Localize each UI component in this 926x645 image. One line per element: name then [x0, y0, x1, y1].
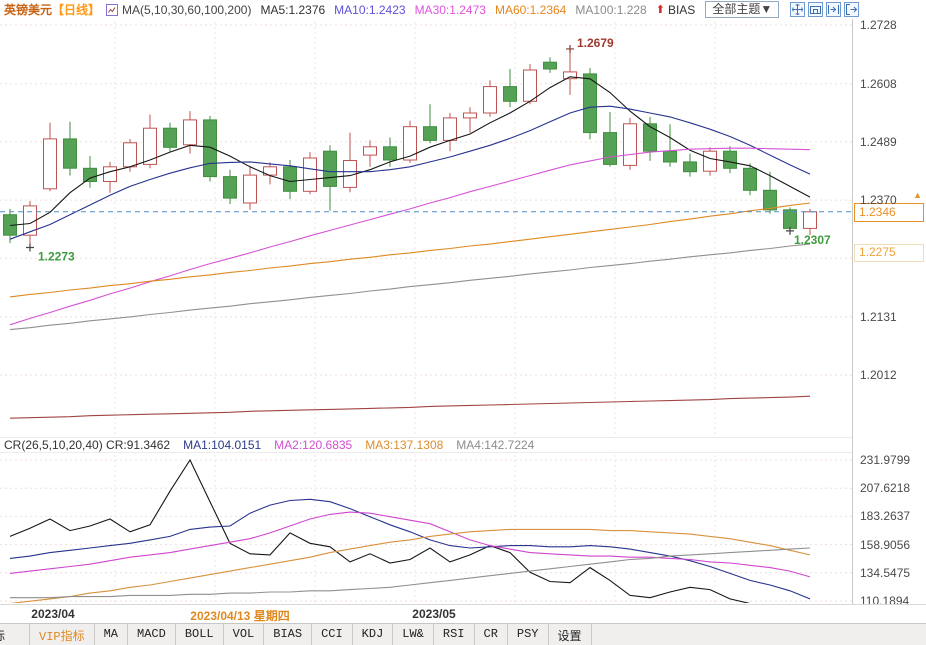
tab-cr[interactable]: CR [475, 624, 508, 645]
bias-label: BIAS [667, 2, 696, 17]
price-axis-label: 1.2131 [860, 309, 897, 324]
low-price-annotation: 1.2273 [38, 249, 75, 263]
tab-kdj[interactable]: KDJ [353, 624, 394, 645]
current-price-box: 1.2346 [854, 203, 924, 222]
scroll-up-icon[interactable]: ⬆ [655, 4, 665, 16]
cr-line-MA1 [9, 498, 811, 600]
tab-boll[interactable]: BOLL [176, 624, 224, 645]
cr-indicator-label: MA1:104.0151 [183, 438, 262, 452]
price-axis-label: 1.2728 [860, 18, 897, 32]
cr-indicator-series [9, 458, 811, 603]
price-axis-label: 1.2370 [860, 193, 897, 208]
tab-bias[interactable]: BIAS [264, 624, 313, 645]
tab-lw[interactable]: LW& [393, 624, 434, 645]
symbol-title: 英镑美元 [4, 3, 53, 17]
ma-line-MA5 [9, 76, 811, 227]
chart-toolbar [787, 2, 860, 17]
cr-line-MA2 [9, 511, 811, 578]
cr-axis-label: 207.6218 [860, 481, 911, 496]
tab-macd[interactable]: MACD [128, 624, 176, 645]
recent-low-annotation: 1.2307 [794, 233, 831, 247]
time-axis-label: 2023/04 [31, 607, 75, 621]
tab-psy[interactable]: PSY [508, 624, 549, 645]
ma-indicator-label: MA10:1.2423 [334, 2, 406, 17]
cr-line-CR [9, 458, 810, 603]
tab-[interactable]: 设置 [549, 624, 592, 645]
cr-line-MA4 [10, 547, 811, 599]
tab-ma[interactable]: MA [95, 624, 129, 645]
indicator-tab-bar: 标 VIP指标MAMACDBOLLVOLBIASCCIKDJLW&RSICRPS… [0, 623, 926, 645]
chart-type-icon [106, 3, 119, 16]
cr-indicator-header: CR(26,5,10,20,40) CR:91.3462 MA1:104.0151… [0, 437, 852, 453]
ma-line-MA100 [9, 243, 811, 331]
exit-chart-icon[interactable] [844, 2, 860, 17]
cr-line-MA3 [9, 528, 811, 603]
frame-chart-icon[interactable] [808, 2, 824, 17]
ma-indicator-label: MA30:1.2473 [414, 2, 486, 17]
period-label: 【日线】 [52, 3, 101, 17]
cr-indicator-label: MA4:142.7224 [456, 438, 535, 452]
time-axis-label: 2023/05 [412, 607, 456, 621]
cr-indicator-label: CR(26,5,10,20,40) CR:91.3462 [4, 438, 171, 452]
ma-line-MA200 [9, 395, 811, 419]
ma-indicator-label: MA100:1.228 [575, 2, 647, 17]
theme-dropdown[interactable]: 全部主题▼ [705, 1, 780, 18]
high-price-annotation: 1.2679 [577, 36, 614, 50]
time-axis: 2023/04 2023/04/13 星期四 2023/05 [0, 604, 926, 623]
price-axis[interactable]: 1.2346 ▲ 1.2275 1.2728 1.2608 1.2489 1.2370… [852, 18, 926, 608]
price-axis-label: 1.2012 [860, 368, 897, 383]
price-axis-label: 1.2608 [860, 76, 897, 91]
price-axis-label: 1.2489 [860, 134, 897, 149]
ma-line-MA30 [9, 147, 811, 326]
ma-line-MA60 [9, 202, 811, 298]
cr-axis-label: 231.9799 [860, 453, 911, 467]
cr-axis-label: 183.2637 [860, 509, 911, 524]
cr-axis-label: 134.5475 [860, 565, 911, 580]
cr-axis-label: 158.9056 [860, 537, 911, 552]
chart-header: 英镑美元 【日线】 MA(5,10,30,60,100,200) MA5:1.23… [0, 0, 926, 19]
price-up-arrow-icon: ▲ [913, 190, 922, 200]
tab-vol[interactable]: VOL [224, 624, 265, 645]
cr-indicator-label: MA2:120.6835 [274, 438, 353, 452]
scroll-right-chart-icon[interactable] [826, 2, 842, 17]
ma-indicator-label: MA5:1.2376 [260, 2, 326, 17]
tab-rsi[interactable]: RSI [434, 624, 475, 645]
tab-cci[interactable]: CCI [312, 624, 353, 645]
tab-vip[interactable]: VIP指标 [30, 624, 95, 645]
time-axis-label: 2023/04/13 星期四 [190, 609, 290, 623]
pan-icon[interactable] [790, 2, 806, 17]
cr-indicator-label: MA3:137.1308 [365, 438, 444, 452]
tab-partial[interactable]: 标 [0, 624, 30, 645]
candlestick-series [3, 49, 817, 248]
tab-partial-label: 标 [0, 627, 5, 644]
price-level-box: 1.2275 [854, 244, 924, 262]
ma-indicator-label: MA60:1.2364 [494, 2, 567, 17]
ma-indicator-values: MA(5,10,30,60,100,200) MA5:1.2376 MA10:1.2… [122, 3, 656, 17]
ma-indicator-label: MA(5,10,30,60,100,200) [122, 2, 252, 17]
ma-line-MA10 [9, 105, 811, 240]
